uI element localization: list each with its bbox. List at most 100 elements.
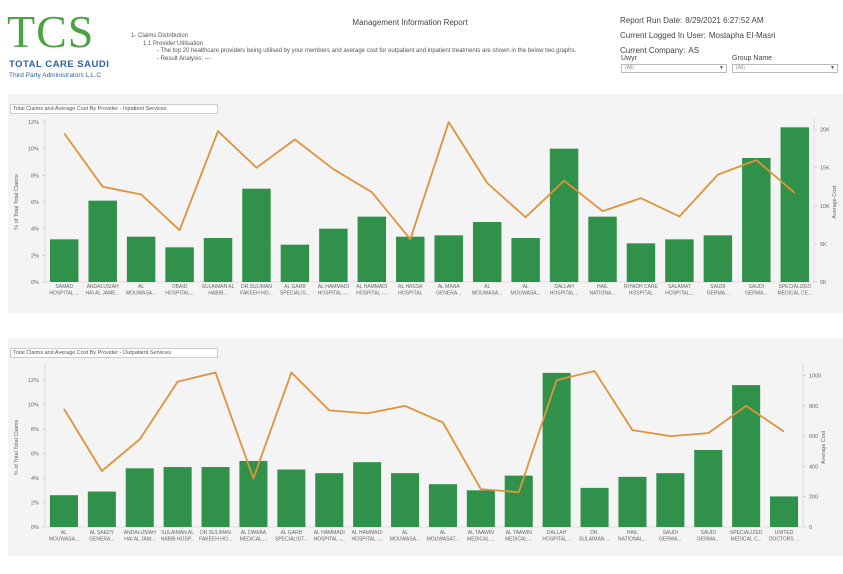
uwyr-select-value: (All) <box>625 65 634 71</box>
x-tick-label: HABIB... <box>208 291 227 297</box>
x-tick-label: AL HAMMADI <box>314 530 345 536</box>
x-tick-label: AL GARB <box>281 530 303 536</box>
bar <box>203 238 233 282</box>
x-tick-label: DALLAH <box>554 284 574 290</box>
x-tick-label: SAUDI <box>749 284 764 290</box>
bar <box>319 228 348 282</box>
x-tick-label: UNITED <box>775 530 794 536</box>
x-tick-label: GERMA... <box>659 537 682 543</box>
x-tick-label: MEDICAL ... <box>240 537 268 543</box>
chevron-down-icon: ▼ <box>830 65 835 71</box>
bar <box>49 239 79 282</box>
group-filter: Group Name (All) ▼ <box>732 55 838 73</box>
x-tick-label: MOUWASA... <box>390 537 420 543</box>
x-tick-label: SPECIALIST... <box>275 537 308 543</box>
x-tick-label: SAUDI <box>663 530 678 536</box>
group-select-value: (All) <box>736 65 745 71</box>
x-tick-label: GENERA... <box>436 291 461 297</box>
y-tick-label: 6% <box>31 200 39 206</box>
bar <box>580 487 609 527</box>
bar <box>239 460 268 527</box>
x-tick-label: AL <box>138 284 144 290</box>
x-tick-label: MOUWASA... <box>126 291 156 297</box>
bar <box>428 484 457 527</box>
x-tick-label: MEDICAL ... <box>467 537 495 543</box>
bar <box>742 158 771 282</box>
bar <box>466 490 495 527</box>
x-tick-label: HAI AL JAME... <box>86 291 120 297</box>
bar <box>49 495 78 527</box>
x-tick-label: MEDICAL C... <box>731 537 762 543</box>
y-tick-label: 0% <box>31 525 39 531</box>
x-tick-label: SALAMAT <box>668 284 691 290</box>
x-tick-label: AL TAAWIN <box>468 530 495 536</box>
y2-axis-label: Average Cost <box>832 185 838 219</box>
x-tick-label: GERMA... <box>697 537 720 543</box>
x-tick-label: DALLAH <box>547 530 567 536</box>
bar <box>163 467 192 527</box>
y-tick-label: 8% <box>31 427 39 433</box>
bar <box>732 385 761 527</box>
y-tick-label: 4% <box>31 476 39 482</box>
x-tick-label: FAKEEH HO... <box>240 291 273 297</box>
x-tick-label: AL MANA <box>438 284 460 290</box>
x-tick-label: HOSPITAL... <box>542 537 571 543</box>
chart-title: Total Claims and Average Cost By Provide… <box>10 104 218 114</box>
bar <box>626 243 656 282</box>
x-tick-label: FAKEEH HO... <box>199 537 232 543</box>
x-tick-label: GERMA... <box>745 291 768 297</box>
group-select[interactable]: (All) ▼ <box>732 64 838 73</box>
bar <box>780 127 810 282</box>
x-tick-label: HOSPITAL -... <box>314 537 345 543</box>
y2-tick-label: 0K <box>820 280 827 286</box>
x-tick-label: MOUWASAT... <box>427 537 460 543</box>
y-tick-label: 0% <box>31 280 39 286</box>
x-tick-label: ANDALUSIAH <box>124 530 156 536</box>
x-tick-label: SAUDI <box>710 284 725 290</box>
x-tick-label: AL <box>402 530 408 536</box>
y2-tick-label: 15K <box>820 166 830 172</box>
bar <box>694 449 723 527</box>
report-description: 1- Claims Distribution 1.1 Provider Util… <box>131 33 576 63</box>
description-line: - The top 20 healthcare providers being … <box>157 48 577 54</box>
x-tick-label: AL HAMMADI <box>318 284 349 290</box>
bar <box>242 188 271 282</box>
bar <box>391 473 420 527</box>
inpatient-chart-panel: Total Claims and Average Cost By Provide… <box>8 94 843 313</box>
description-line: 1- Claims Distribution <box>131 33 189 39</box>
x-tick-label: HOSPITAL -... <box>356 291 387 297</box>
x-tick-label: HOSPITAL... <box>165 291 194 297</box>
bar <box>665 239 694 282</box>
logo-mark: TCS <box>7 6 95 57</box>
description-line: - Result Analysis: --- <box>157 55 211 62</box>
bar <box>396 236 425 282</box>
y-tick-label: 10% <box>28 403 39 409</box>
x-tick-label: HOSPITAL... <box>550 291 579 297</box>
bar <box>88 200 117 282</box>
x-tick-label: SULAIMAN AL <box>202 284 235 290</box>
chevron-down-icon: ▼ <box>719 65 724 71</box>
y-tick-label: 2% <box>31 253 39 259</box>
description-line: 1.1 Provider Utilisation <box>143 40 204 47</box>
uwyr-select[interactable]: (All) ▼ <box>621 64 727 73</box>
y-tick-label: 12% <box>28 120 39 126</box>
bar <box>357 216 387 282</box>
logo-subtitle: Third Party Administrators L.L.C <box>9 72 102 79</box>
x-tick-label: SULAIMAN ... <box>579 537 610 543</box>
x-tick-label: HOSPITAL... <box>665 291 694 297</box>
x-tick-label: AL <box>523 284 529 290</box>
x-tick-label: RIYADH CARE <box>624 284 658 290</box>
x-tick-label: DR.SULIMAN <box>200 530 231 536</box>
company-label: Current Company: <box>620 46 686 55</box>
x-tick-label: SAUDI <box>701 530 716 536</box>
bar <box>165 247 194 282</box>
y-tick-label: 8% <box>31 173 39 179</box>
company-value: AS <box>688 46 700 55</box>
average-cost-line <box>63 121 796 241</box>
bar <box>549 148 579 282</box>
bar <box>277 469 306 527</box>
x-tick-label: GERMA... <box>707 291 730 297</box>
bar <box>770 496 799 527</box>
x-tick-label: DR. <box>590 530 599 536</box>
bar <box>542 372 571 527</box>
